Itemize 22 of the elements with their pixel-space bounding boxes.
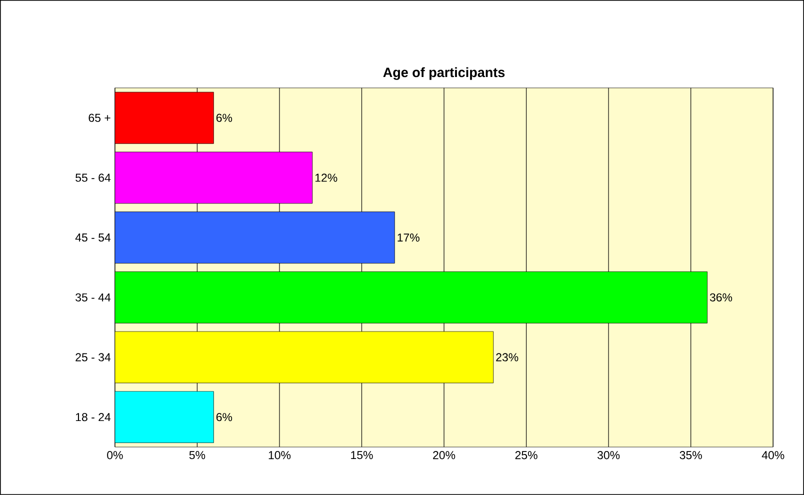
y-tick-label: 65 + [88, 114, 110, 122]
x-tick-label: 10% [268, 451, 291, 460]
x-tick-label: 30% [597, 451, 620, 460]
data-label: 17% [398, 234, 420, 242]
data-label: 12% [315, 174, 338, 182]
y-tick-label: 45 - 54 [75, 234, 111, 242]
y-tick-label: 55 - 64 [76, 174, 111, 182]
x-tick-label: 35% [680, 451, 702, 460]
data-label: 6% [216, 413, 232, 422]
x-tick-label: 20% [433, 451, 456, 460]
chart-title: Age of participants [383, 67, 505, 80]
x-tick-label: 5% [189, 451, 206, 460]
y-tick-label: 35 - 44 [76, 293, 111, 302]
x-tick-label: 15% [351, 451, 373, 460]
y-tick-label: 18 - 24 [76, 413, 111, 422]
x-tick-label: 40% [762, 451, 784, 460]
x-tick-label: 0% [107, 451, 123, 460]
y-tick-label: 25 - 34 [76, 353, 111, 362]
data-label: 36% [710, 293, 732, 302]
x-tick-label: 25% [515, 451, 538, 460]
data-label: 6% [216, 114, 232, 122]
data-label: 23% [496, 353, 518, 362]
